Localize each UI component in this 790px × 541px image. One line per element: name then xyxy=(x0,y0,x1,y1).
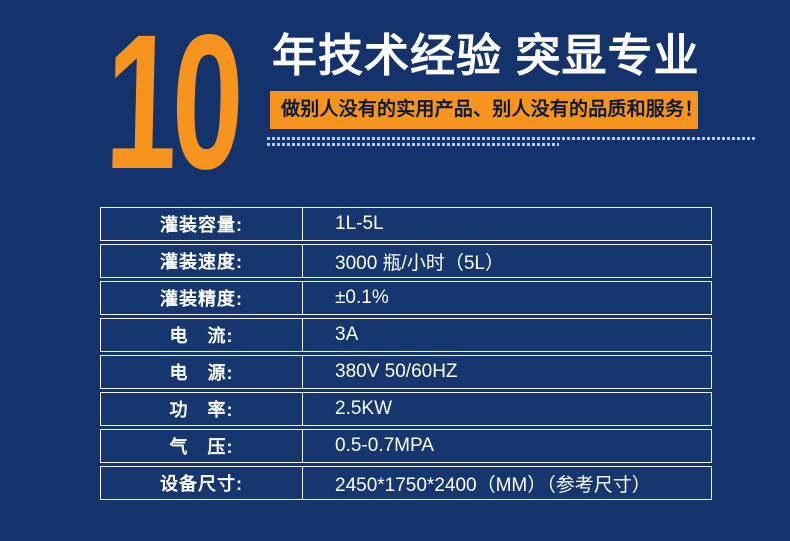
spec-label: 功 率: xyxy=(101,393,303,425)
table-row: 灌装容量: 1L-5L xyxy=(100,207,712,241)
spec-value: 3A xyxy=(335,324,359,345)
spec-value: 2450*1750*2400（MM）（参考尺寸） xyxy=(335,474,651,496)
spec-value: 3000 瓶/小时（5L） xyxy=(335,252,504,274)
spec-label: 设备尺寸: xyxy=(101,467,303,499)
spec-value: 2.5KW xyxy=(335,398,393,419)
spec-value: ±0.1% xyxy=(335,287,389,308)
spec-value: 1L-5L xyxy=(335,213,384,234)
spec-label: 灌装容量: xyxy=(101,208,303,240)
fine-print-line-1 xyxy=(267,137,757,140)
spec-value: 380V 50/60HZ xyxy=(335,361,458,382)
table-row: 电 流: 3A xyxy=(100,318,712,352)
table-row: 灌装速度: 3000 瓶/小时（5L） xyxy=(100,244,712,278)
page-title: 年技术经验 突显专业 xyxy=(272,30,700,81)
table-row: 气 压: 0.5-0.7MPA xyxy=(100,429,712,463)
table-row: 功 率: 2.5KW xyxy=(100,392,712,426)
spec-label: 灌装速度: xyxy=(101,245,303,277)
table-row: 灌装精度: ±0.1% xyxy=(100,281,712,315)
spec-value: 0.5-0.7MPA xyxy=(335,435,434,456)
table-row: 设备尺寸: 2450*1750*2400（MM）（参考尺寸） xyxy=(100,466,712,500)
slogan-banner: 做别人没有的实用产品、别人没有的品质和服务！ xyxy=(270,91,698,129)
fine-print-line-2 xyxy=(267,143,559,146)
spec-label: 气 压: xyxy=(101,430,303,462)
table-row: 电 源: 380V 50/60HZ xyxy=(100,355,712,389)
spec-label: 灌装精度: xyxy=(101,282,303,314)
spec-label: 电 源: xyxy=(101,356,303,388)
spec-label: 电 流: xyxy=(101,319,303,351)
spec-table: 灌装容量: 1L-5L 灌装速度: 3000 瓶/小时（5L） 灌装精度: ±0… xyxy=(100,207,712,503)
big-number-10: 10 xyxy=(103,0,241,209)
